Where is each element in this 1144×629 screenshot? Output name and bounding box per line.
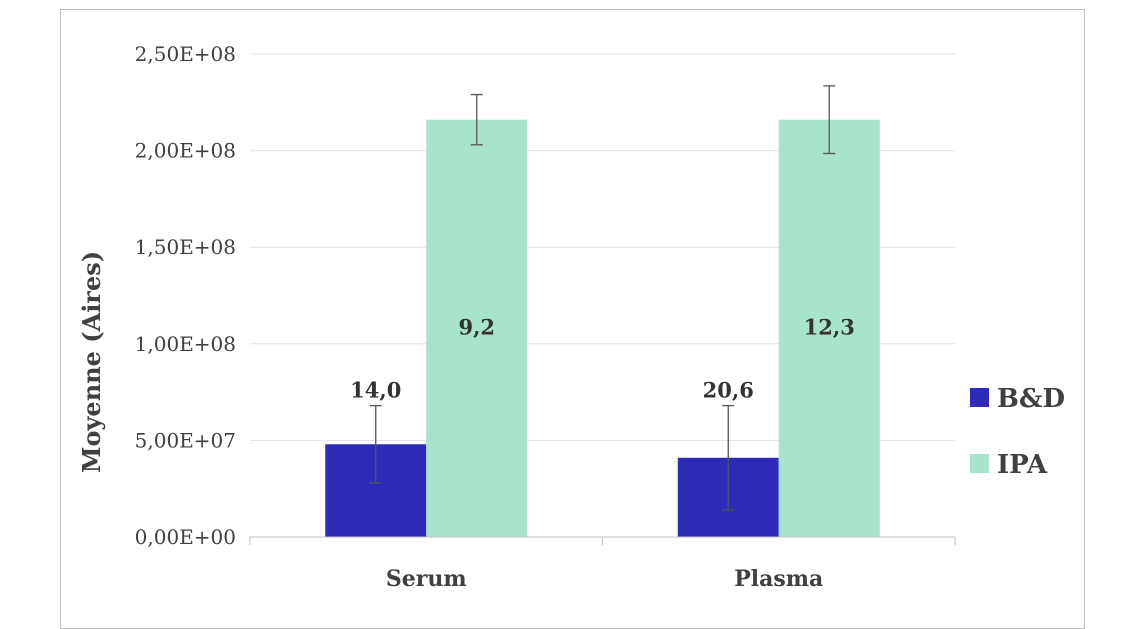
bars [325,119,880,538]
y-tick-label: 2,00E+08 [135,139,236,163]
x-category-label: Serum [386,566,467,592]
bar [426,119,528,538]
bar-chart: 14,0 9,2 20,6 12,3 0,00E+00 5,00E+07 1,00E+08… [77,42,1065,592]
bar [778,119,880,538]
data-label: 14,0 [350,378,401,403]
error-bars [369,85,836,511]
axes: 0,00E+00 5,00E+07 1,00E+08 1,50E+08 2,00E+08… [135,42,956,592]
legend-label: B&D [997,384,1065,414]
data-labels: 14,0 9,2 20,6 12,3 [350,314,855,402]
y-tick-label: 1,50E+08 [135,235,236,259]
data-label: 12,3 [804,314,855,339]
y-axis-title: Moyenne (Aires) [77,251,106,473]
x-category-label: Plasma [734,566,823,592]
chart-area [60,9,1085,629]
y-tick-label: 1,00E+08 [135,332,236,356]
y-tick-label: 0,00E+00 [135,525,236,549]
data-label: 20,6 [703,378,754,403]
legend-swatch [970,388,989,407]
legend-label: IPA [997,450,1048,480]
legend: B&D IPA [970,384,1065,480]
y-tick-label: 2,50E+08 [135,42,236,66]
data-label: 9,2 [458,314,495,339]
legend-swatch [970,454,989,473]
y-tick-label: 5,00E+07 [135,428,236,452]
